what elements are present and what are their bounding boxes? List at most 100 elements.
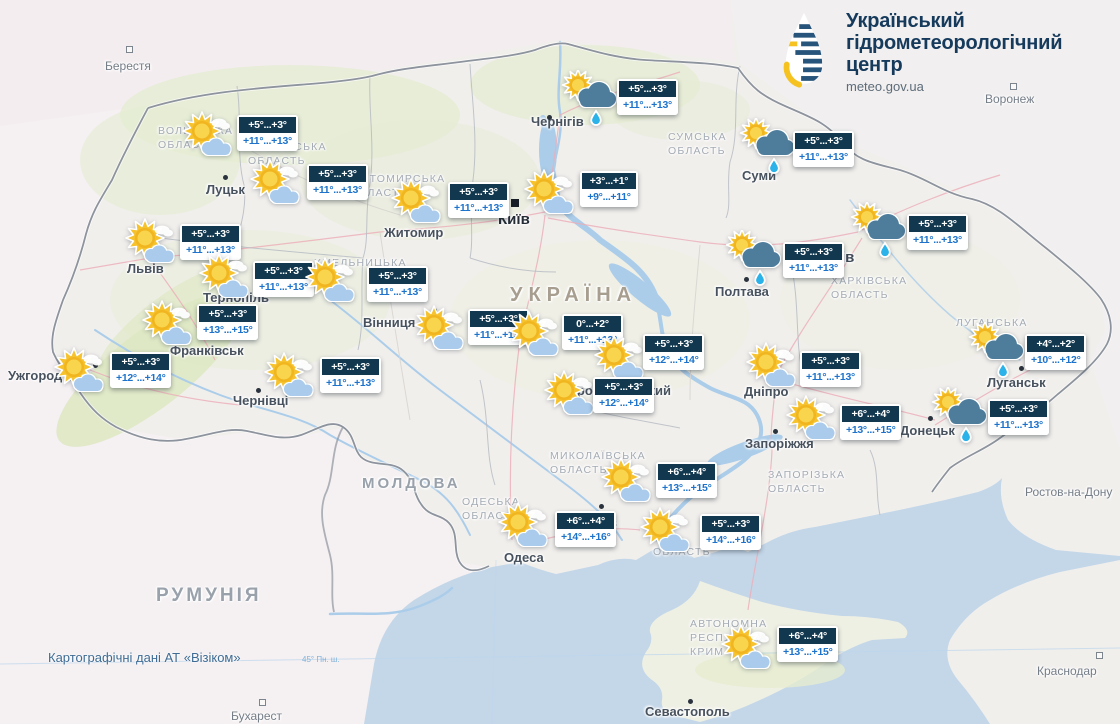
city-label-19: Одеса <box>504 550 544 565</box>
day-temp: +11°...+13° <box>990 417 1047 433</box>
night-temp: +5°...+3° <box>450 184 507 200</box>
uhmc-logo: Український гідрометеорологічний центр m… <box>780 10 1063 96</box>
city-marker <box>744 277 749 282</box>
logo-line1: Український <box>846 10 965 32</box>
partly-cloudy-icon <box>264 352 313 396</box>
temperature-badge: +5°...+3° +14°...+16° <box>700 514 762 550</box>
temperature-badge: +5°...+3° +11°...+13° <box>180 224 241 260</box>
weather-icon-chernivtsi <box>263 352 321 410</box>
temperature-badge: +6°...+4° +14°...+16° <box>555 511 617 547</box>
night-temp: +5°...+3° <box>199 306 257 322</box>
night-temp: +5°...+3° <box>309 166 366 182</box>
weather-icon-crimea <box>720 624 778 682</box>
night-temp: +5°...+3° <box>702 516 760 532</box>
city-label-1: Львів <box>127 261 164 276</box>
temperature-badge: +5°...+3° +11°...+13° <box>783 242 844 278</box>
weather-icon-kherson <box>639 507 697 565</box>
city-label-3: Франківськ <box>170 343 244 358</box>
region-label-line: ЛУГАНСЬКА <box>956 317 1028 329</box>
weather-icon-donetsk <box>931 385 989 445</box>
temperature-badge: +5°...+3° +11°...+13° <box>800 351 861 387</box>
region-label-7: ЗАПОРІЗЬКА ОБЛАСТЬ <box>768 468 845 496</box>
region-label-line: ЗАПОРІЗЬКА <box>768 469 846 481</box>
city-label-2: Тернопіль <box>203 290 269 305</box>
city-marker <box>773 429 778 434</box>
uhmc-logo-drop-icon <box>783 12 823 88</box>
weather-icon-mykolaiv <box>600 457 658 515</box>
night-temp: +5°...+3° <box>645 336 703 352</box>
partly-cloudy-icon <box>54 347 103 391</box>
night-temp: +5°...+3° <box>322 359 379 375</box>
partly-cloudy-icon <box>544 370 593 414</box>
day-temp: +11°...+13° <box>785 260 842 276</box>
partly-cloudy-icon <box>391 178 440 222</box>
night-temp: +5°...+3° <box>802 353 859 369</box>
city-label-4: Чернівці <box>233 393 289 408</box>
partly-cloudy-icon <box>498 502 547 546</box>
partly-cloudy-icon <box>305 257 354 301</box>
partly-cloudy-icon <box>414 305 463 349</box>
city-marker <box>547 115 552 120</box>
partly-cloudy-icon <box>640 507 689 551</box>
city-marker <box>1096 652 1103 659</box>
rain-icon <box>725 228 780 286</box>
city-label-9: Вінниця <box>363 315 416 330</box>
rain-icon <box>931 385 986 443</box>
partly-cloudy-icon <box>182 111 231 155</box>
country-label-2: УКРАЇНА <box>510 284 638 306</box>
partly-cloudy-icon <box>509 311 558 355</box>
temperature-badge: +5°...+3° +11°...+13° <box>988 399 1049 435</box>
night-temp: +5°...+3° <box>990 401 1047 417</box>
day-temp: +11°...+13° <box>802 369 859 385</box>
partly-cloudy-icon <box>250 159 299 203</box>
night-temp: +5°...+3° <box>909 216 966 232</box>
temperature-badge: +6°...+4° +13°...+15° <box>840 404 902 440</box>
weather-icon-odesa <box>497 502 555 560</box>
city-label-14: Запоріжжя <box>745 436 814 451</box>
night-temp: +5°...+3° <box>255 263 312 279</box>
city-label-20: Севастополь <box>645 704 730 719</box>
city-marker <box>256 388 261 393</box>
night-temp: +5°...+3° <box>785 244 842 260</box>
day-temp: +12°...+14° <box>112 370 170 386</box>
partly-cloudy-icon <box>594 335 643 379</box>
temperature-badge: +5°...+3° +11°...+13° <box>307 164 368 200</box>
weather-icon-kyiv <box>523 169 581 227</box>
day-temp: +13°...+15° <box>842 422 900 438</box>
region-label-line: ОДЕСЬКА <box>462 496 521 508</box>
day-temp: +14°...+16° <box>702 532 760 548</box>
region-label-line: АВТОНОМНА <box>690 618 768 630</box>
temperature-badge: +6°...+4° +13°...+15° <box>777 626 839 662</box>
weather-icon-zaporizhzhia <box>785 395 843 453</box>
temperature-badge: +5°...+3° +12°...+14° <box>593 377 655 413</box>
partly-cloudy-icon <box>601 457 650 501</box>
region-label-line: ОБЛАСТЬ <box>768 483 826 495</box>
map-attribution: Картографічні дані АТ «Візіком» <box>48 650 241 665</box>
day-temp: +11°...+13° <box>619 97 676 113</box>
city-label-10: Суми <box>742 168 777 183</box>
city-marker <box>223 175 228 180</box>
temperature-badge: +5°...+3° +11°...+13° <box>320 357 381 393</box>
city-marker <box>126 46 133 53</box>
region-label-line: ОБЛАСТЬ <box>668 145 726 157</box>
city-label-24: Краснодар <box>1037 664 1097 678</box>
logo-url: meteo.gov.ua <box>846 79 924 94</box>
day-temp: +11°...+13° <box>239 133 296 149</box>
city-label-13: Дніпро <box>744 384 789 399</box>
weather-icon-volyn <box>181 111 239 169</box>
city-label-5: Ужгород <box>8 368 63 383</box>
weather-icon-vinnytsia <box>413 305 471 363</box>
day-temp: +12°...+14° <box>595 395 653 411</box>
region-label-6: ЛУГАНСЬКА <box>956 316 1028 330</box>
day-temp: +14°...+16° <box>557 529 615 545</box>
day-temp: +13°...+15° <box>779 644 837 660</box>
day-temp: +11°...+13° <box>795 149 852 165</box>
region-label-line: КРИМ <box>690 646 725 658</box>
logo-line3: центр <box>846 54 903 76</box>
region-label-line: ОБЛАСТЬ <box>550 464 608 476</box>
partly-cloudy-icon <box>199 253 248 297</box>
city-marker <box>928 416 933 421</box>
day-temp: +13°...+15° <box>658 480 716 496</box>
weather-icon-sumy <box>739 116 797 176</box>
